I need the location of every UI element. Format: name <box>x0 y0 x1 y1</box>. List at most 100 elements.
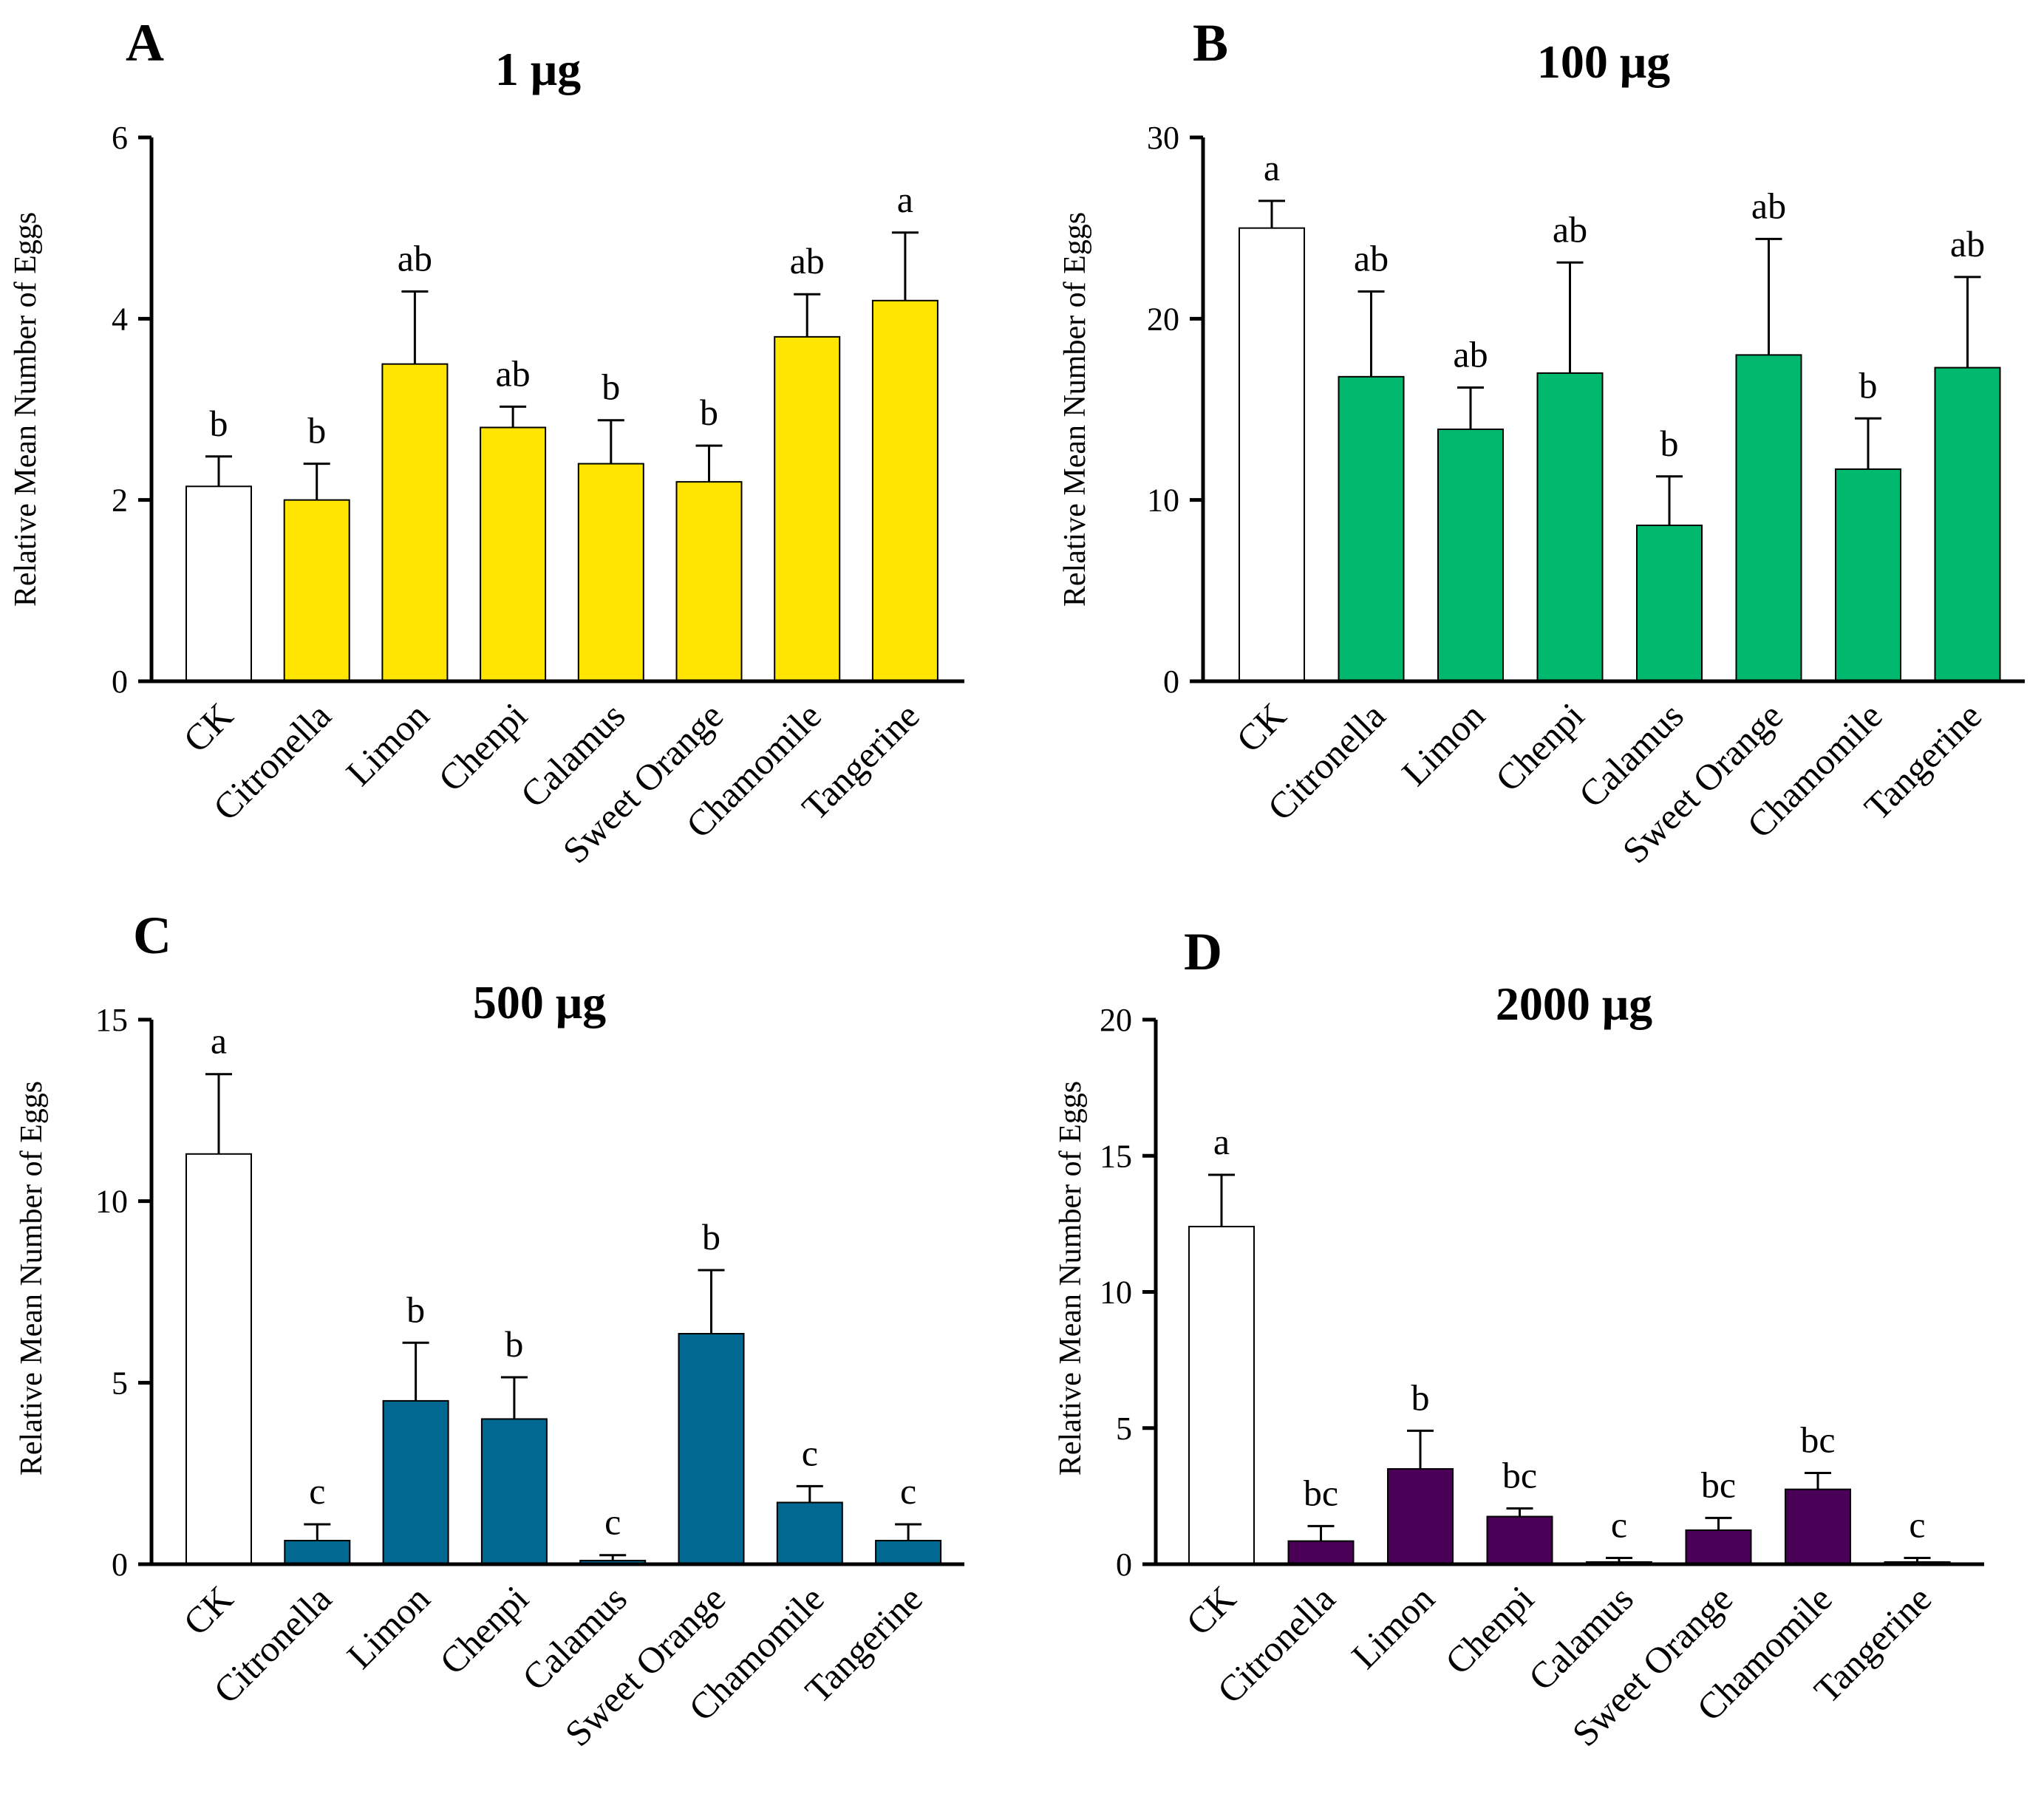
significance-label: c <box>1611 1504 1627 1546</box>
panel-letter: C <box>133 906 171 965</box>
significance-label: ab <box>1354 238 1389 279</box>
panel-letter: B <box>1193 13 1228 72</box>
panel-letter: D <box>1184 922 1222 981</box>
y-tick-label: 15 <box>95 1002 128 1038</box>
bar-ck <box>1239 227 1305 682</box>
significance-label: ab <box>1453 334 1488 375</box>
y-tick-label: 10 <box>1100 1275 1132 1311</box>
x-tick-label: CK <box>1178 1578 1244 1643</box>
significance-label: b <box>1660 423 1679 464</box>
significance-label: bc <box>1304 1472 1338 1513</box>
y-axis-label: Relative Mean Number of Eggs <box>1058 212 1092 607</box>
significance-label: c <box>604 1501 621 1543</box>
significance-label: ab <box>1751 185 1786 226</box>
x-tick-label: Limon <box>1343 1578 1442 1677</box>
bar-chamomile <box>774 335 841 682</box>
bar-limon <box>382 1399 449 1566</box>
x-tick-label: Limon <box>1394 695 1493 794</box>
panel-letter: A <box>126 13 164 72</box>
significance-label: c <box>802 1432 818 1473</box>
bar-chenpi <box>1486 1515 1553 1565</box>
significance-label: b <box>307 410 326 451</box>
significance-label: c <box>1909 1504 1925 1546</box>
panel-a: A 1 μg Relative Mean Number of Eggs 0 2 4 6 b CK… <box>9 13 964 871</box>
significance-label: a <box>211 1020 227 1062</box>
y-tick-label: 0 <box>112 1546 128 1583</box>
y-axis-label: Relative Mean Number of Eggs <box>15 1081 49 1476</box>
y-tick-label: 6 <box>112 120 128 156</box>
bar-limon <box>381 363 449 682</box>
bar-sweet-orange <box>1735 354 1802 682</box>
significance-label: b <box>700 392 718 433</box>
significance-label: b <box>602 366 620 408</box>
y-tick-label: 0 <box>1116 1546 1132 1583</box>
y-axis-label: Relative Mean Number of Eggs <box>9 212 43 607</box>
bar-chenpi <box>480 426 547 682</box>
significance-label: bc <box>1502 1454 1537 1495</box>
bar-citronella <box>284 1540 351 1565</box>
chart-title: 2000 μg <box>1496 978 1652 1030</box>
x-tick-label: CK <box>1228 695 1294 760</box>
significance-label: ab <box>1950 223 1985 265</box>
bar-sweet-orange <box>678 1333 745 1565</box>
bar-sweet-orange <box>675 481 743 683</box>
significance-label: a <box>1264 147 1280 188</box>
bar-limon <box>1387 1468 1454 1566</box>
bar-chamomile <box>1835 468 1901 683</box>
x-tick-label: Limon <box>338 695 437 794</box>
significance-label: b <box>505 1323 523 1365</box>
bar-sweet-orange <box>1685 1529 1752 1565</box>
bar-citronella <box>1287 1540 1355 1565</box>
chart-title: 500 μg <box>473 976 606 1029</box>
y-tick-label: 20 <box>1147 301 1179 337</box>
significance-label: a <box>897 179 913 220</box>
significance-label: bc <box>1701 1464 1736 1505</box>
y-tick-label: 10 <box>95 1184 128 1220</box>
y-tick-label: 2 <box>112 482 128 519</box>
y-tick-label: 10 <box>1147 482 1179 519</box>
bar-ck <box>185 485 252 682</box>
significance-label: bc <box>1800 1419 1835 1461</box>
y-tick-label: 15 <box>1100 1138 1132 1174</box>
y-axis-label: Relative Mean Number of Eggs <box>1054 1081 1088 1476</box>
bar-calamus <box>577 463 644 682</box>
bar-chamomile <box>776 1501 843 1566</box>
panel-b: B 100 μg Relative Mean Number of Eggs 0 10 20… <box>1058 13 2025 871</box>
bar-limon <box>1437 428 1504 683</box>
bar-tangerine <box>871 299 938 682</box>
bar-ck <box>185 1153 252 1565</box>
significance-label: a <box>1213 1121 1230 1162</box>
y-tick-label: 30 <box>1147 120 1179 156</box>
significance-label: c <box>900 1470 916 1512</box>
bar-chamomile <box>1785 1488 1851 1565</box>
significance-label: b <box>406 1289 425 1330</box>
significance-label: ab <box>398 238 432 279</box>
bar-calamus <box>1636 525 1703 682</box>
y-tick-label: 5 <box>112 1365 128 1401</box>
bar-tangerine <box>1934 366 2001 682</box>
x-tick-label: Limon <box>339 1578 438 1677</box>
bar-ck <box>1188 1226 1255 1566</box>
significance-label: ab <box>1553 208 1587 250</box>
chart-title: 1 μg <box>495 43 581 95</box>
y-tick-label: 0 <box>112 664 128 700</box>
bar-citronella <box>283 499 350 683</box>
chart-title: 100 μg <box>1537 35 1670 88</box>
significance-label: b <box>1411 1377 1430 1418</box>
significance-label: b <box>1859 364 1878 406</box>
significance-label: ab <box>790 240 825 282</box>
x-tick-label: CK <box>175 695 241 760</box>
y-tick-label: 20 <box>1100 1002 1132 1038</box>
significance-label: c <box>309 1470 325 1512</box>
y-tick-label: 0 <box>1163 664 1179 700</box>
y-tick-label: 4 <box>112 301 128 337</box>
bar-citronella <box>1338 375 1405 682</box>
bar-chenpi <box>480 1418 548 1566</box>
significance-label: b <box>702 1216 720 1258</box>
y-tick-label: 5 <box>1116 1411 1132 1447</box>
bar-chenpi <box>1536 372 1604 682</box>
panel-d: D 2000 μg Relative Mean Number of Eggs 0 5 10… <box>1054 922 1984 1754</box>
x-tick-label: CK <box>175 1578 241 1643</box>
significance-label: ab <box>495 352 530 394</box>
